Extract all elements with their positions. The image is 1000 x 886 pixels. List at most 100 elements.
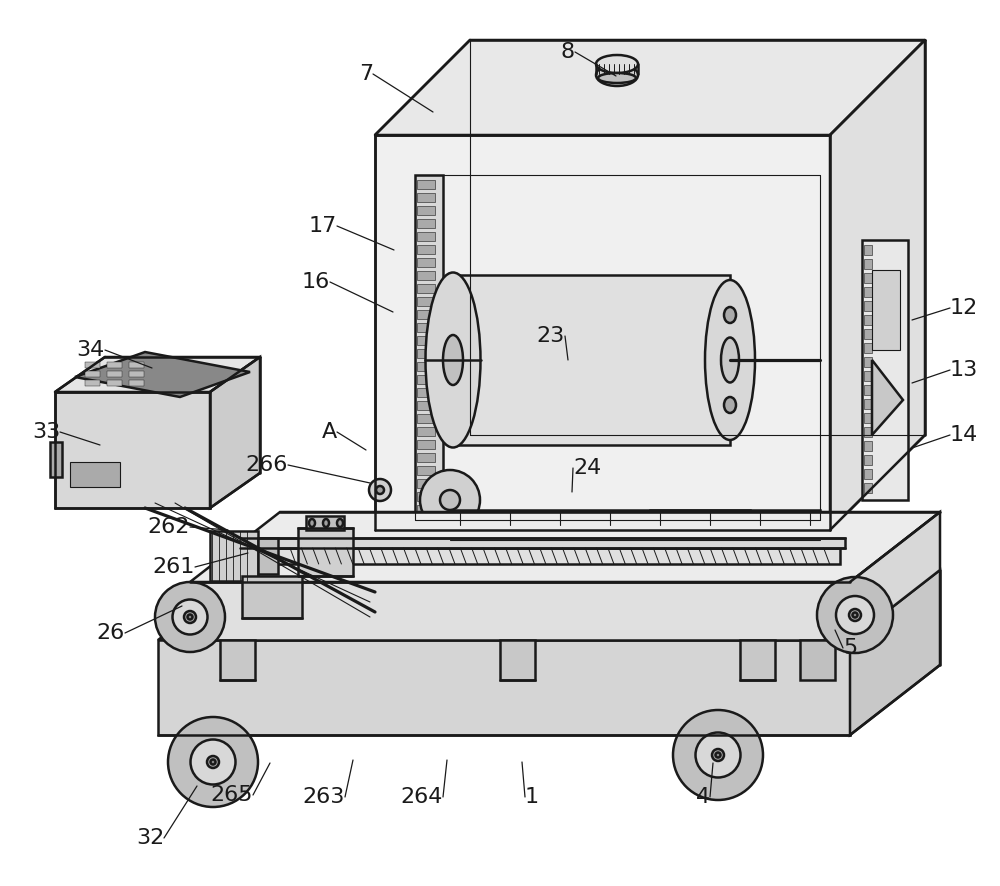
Polygon shape [872, 360, 903, 435]
Bar [864, 329, 872, 339]
Bar [864, 441, 872, 451]
Bar [417, 310, 435, 319]
Bar [864, 245, 872, 255]
Polygon shape [830, 40, 925, 530]
Bar [129, 380, 144, 386]
Ellipse shape [705, 280, 755, 440]
Ellipse shape [190, 740, 236, 784]
Bar [417, 414, 435, 423]
Polygon shape [850, 570, 940, 735]
Polygon shape [190, 582, 850, 640]
Ellipse shape [420, 470, 480, 530]
Bar [417, 505, 435, 514]
Ellipse shape [337, 519, 343, 527]
Polygon shape [55, 392, 210, 508]
Bar [417, 206, 435, 215]
Text: 23: 23 [537, 326, 565, 346]
Bar [417, 453, 435, 462]
Ellipse shape [724, 307, 736, 323]
Bar [800, 640, 835, 680]
Bar [129, 371, 144, 377]
Ellipse shape [376, 486, 384, 494]
Bar [417, 193, 435, 202]
Text: 17: 17 [309, 216, 337, 236]
Text: A: A [322, 422, 337, 442]
Bar [85, 362, 100, 368]
Bar [864, 343, 872, 353]
Bar [417, 349, 435, 358]
Bar [417, 466, 435, 475]
Text: 12: 12 [950, 298, 978, 318]
Text: 34: 34 [77, 340, 105, 360]
Polygon shape [158, 570, 940, 640]
Bar [210, 531, 258, 581]
Bar [864, 483, 872, 493]
Polygon shape [75, 352, 250, 397]
Bar [417, 297, 435, 306]
Bar [85, 371, 100, 377]
Text: 33: 33 [32, 422, 60, 442]
Bar [417, 492, 435, 501]
Text: 7: 7 [359, 64, 373, 84]
Ellipse shape [596, 64, 638, 86]
Text: 266: 266 [246, 455, 288, 475]
Ellipse shape [323, 519, 329, 527]
Bar [417, 479, 435, 488]
Polygon shape [453, 275, 730, 445]
Ellipse shape [849, 609, 861, 621]
Text: 4: 4 [696, 787, 710, 807]
Ellipse shape [173, 600, 208, 634]
Bar [864, 469, 872, 479]
Bar [417, 219, 435, 228]
Bar [417, 388, 435, 397]
Text: 26: 26 [97, 623, 125, 643]
Bar [864, 427, 872, 437]
Text: 16: 16 [302, 272, 330, 292]
Bar [417, 362, 435, 371]
Bar [864, 413, 872, 423]
Ellipse shape [369, 479, 391, 501]
Ellipse shape [155, 582, 225, 652]
Bar [417, 258, 435, 267]
Bar [417, 323, 435, 332]
Bar [107, 371, 122, 377]
Text: 5: 5 [843, 638, 857, 658]
Bar [450, 525, 820, 540]
Ellipse shape [184, 611, 196, 623]
Bar [872, 270, 900, 350]
Ellipse shape [673, 710, 763, 800]
Bar [417, 180, 435, 189]
Bar [245, 548, 840, 564]
Text: 13: 13 [950, 360, 978, 380]
Polygon shape [190, 512, 940, 582]
Text: 8: 8 [561, 42, 575, 62]
Bar [306, 516, 344, 530]
Ellipse shape [716, 752, 720, 758]
Ellipse shape [440, 490, 460, 510]
Ellipse shape [309, 519, 315, 527]
Text: 263: 263 [303, 787, 345, 807]
Bar [417, 245, 435, 254]
Bar [107, 362, 122, 368]
Bar [417, 271, 435, 280]
Ellipse shape [207, 756, 219, 768]
Polygon shape [850, 512, 940, 640]
Text: 261: 261 [153, 557, 195, 577]
Polygon shape [862, 240, 908, 500]
Ellipse shape [426, 273, 480, 447]
Text: 265: 265 [210, 785, 253, 805]
Ellipse shape [712, 749, 724, 761]
Bar [740, 640, 775, 680]
Polygon shape [210, 357, 260, 508]
Text: 1: 1 [525, 787, 539, 807]
Bar [107, 380, 122, 386]
Bar [864, 259, 872, 269]
Polygon shape [375, 40, 925, 135]
Ellipse shape [852, 612, 858, 618]
Ellipse shape [696, 733, 740, 778]
Ellipse shape [836, 596, 874, 634]
Bar [864, 301, 872, 311]
Text: 32: 32 [136, 828, 164, 848]
Bar [70, 462, 120, 487]
Ellipse shape [443, 335, 463, 385]
